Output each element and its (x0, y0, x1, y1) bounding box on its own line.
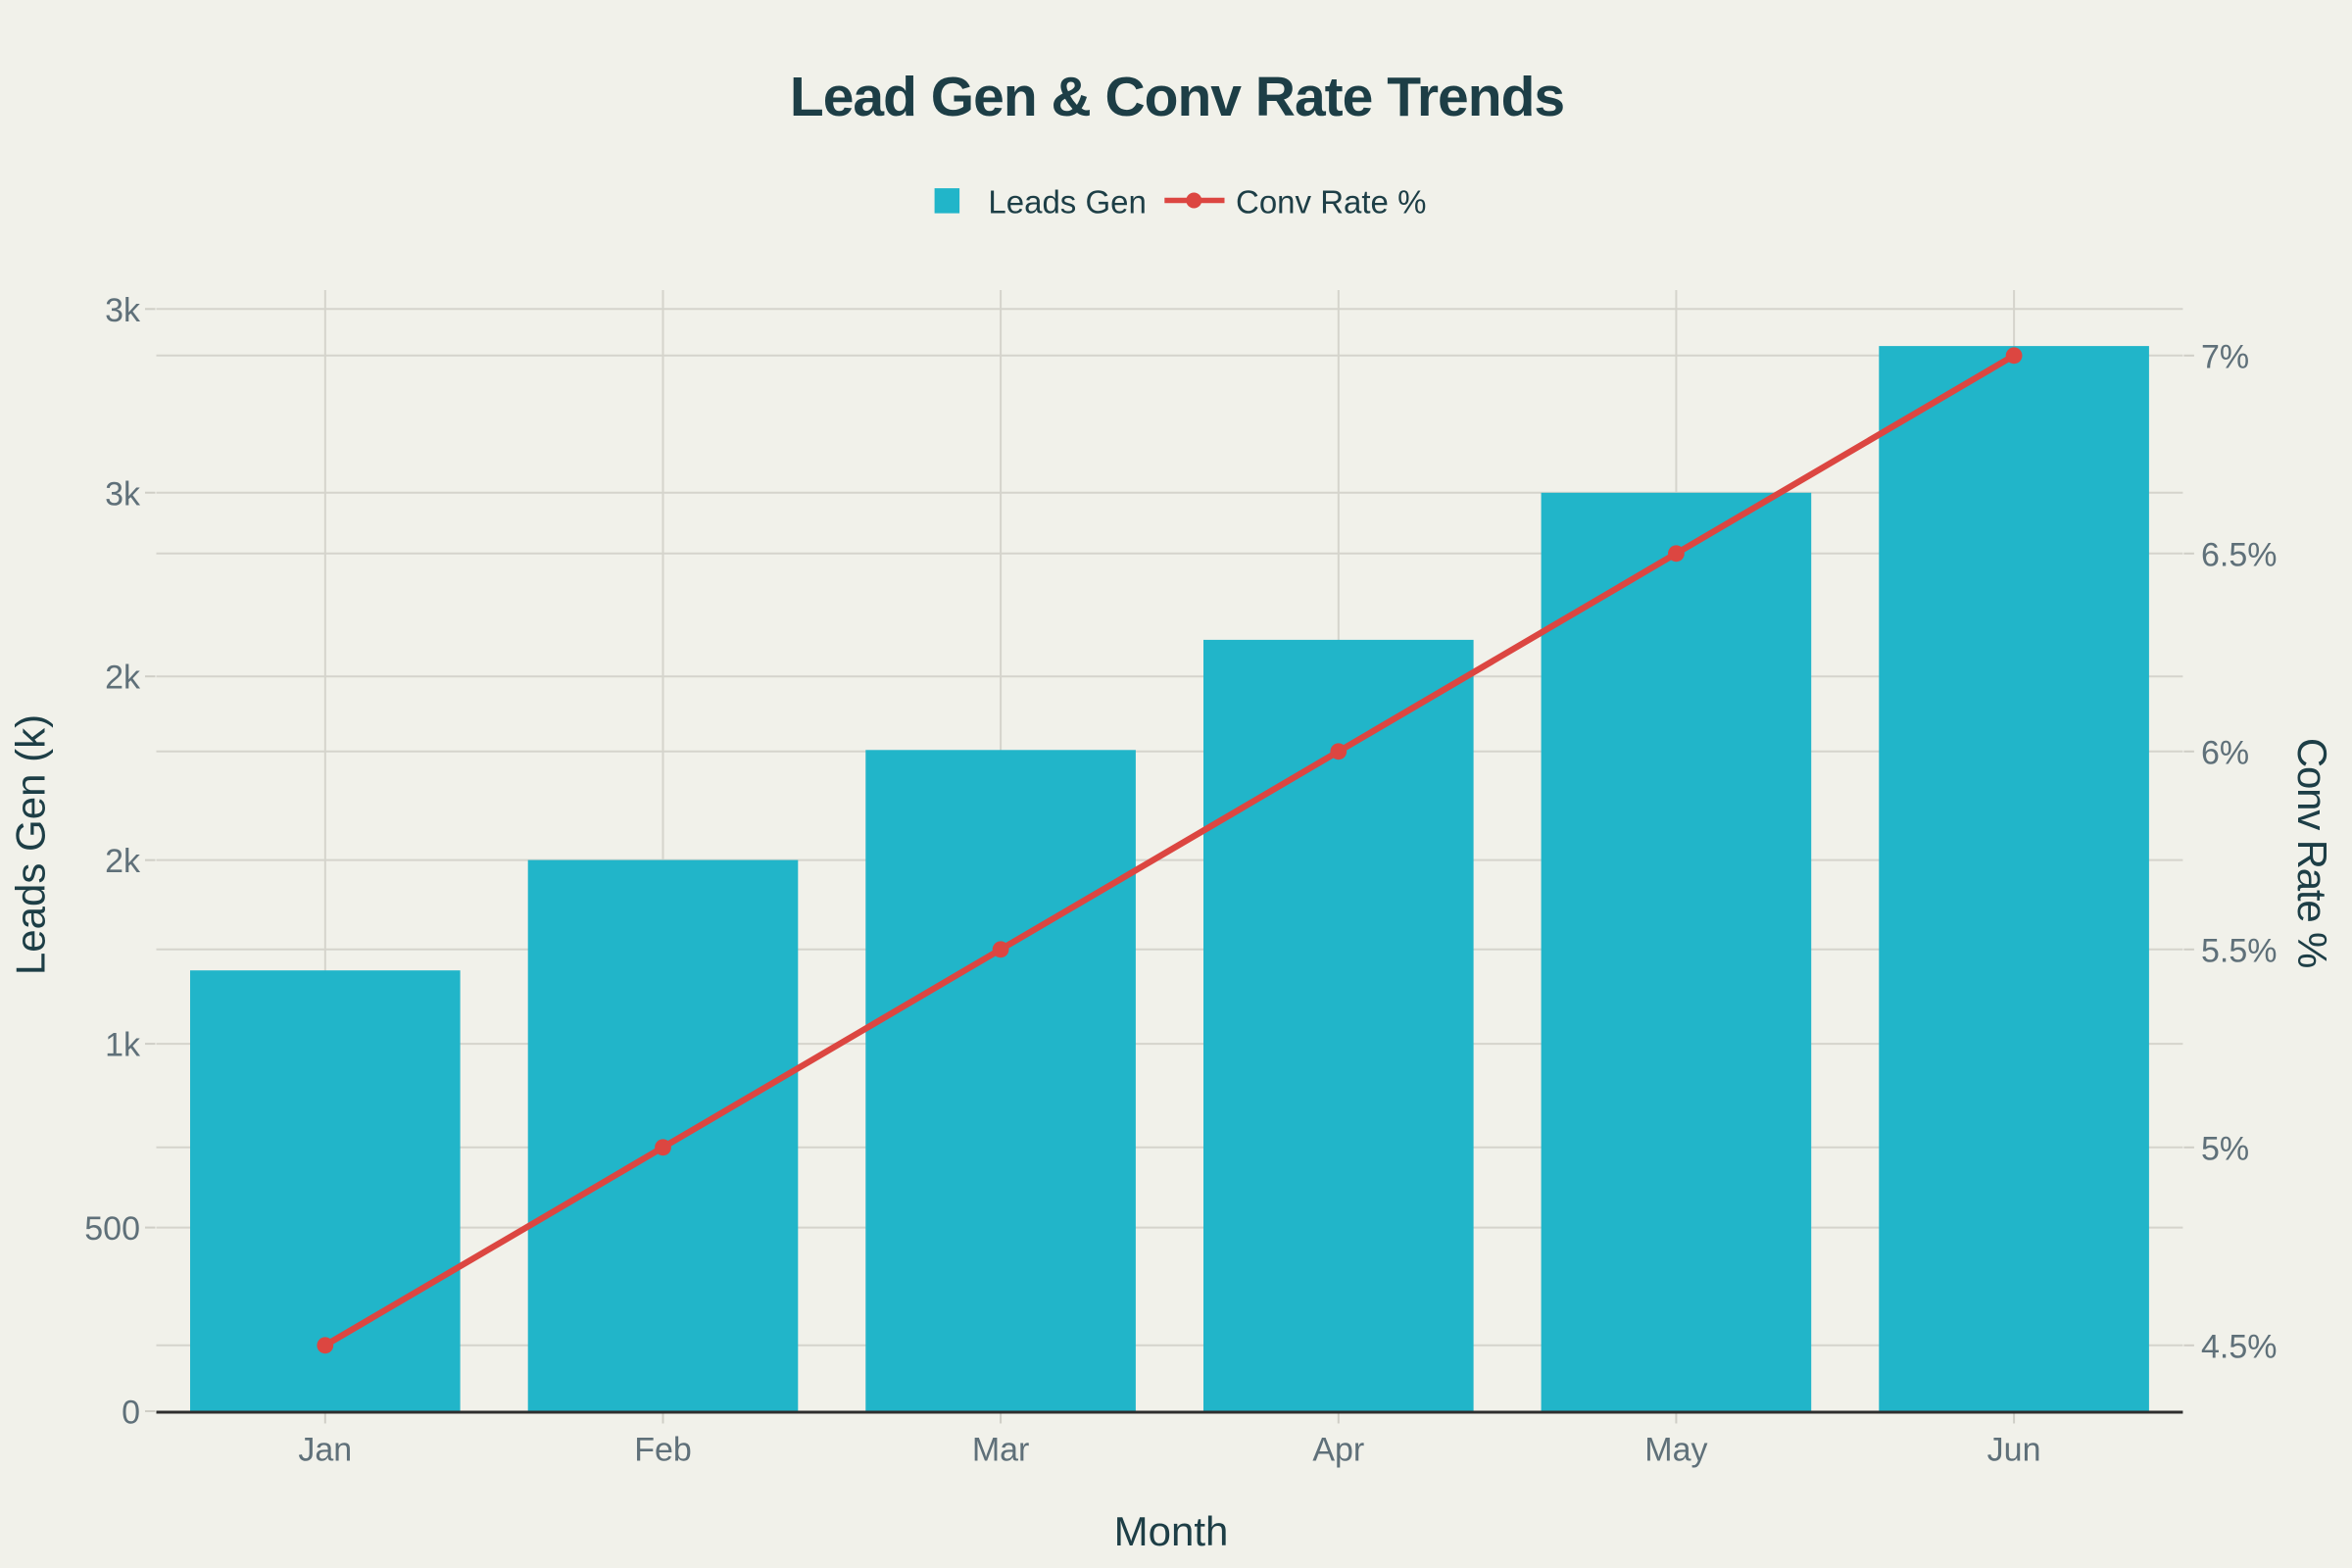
svg-text:4.5%: 4.5% (2201, 1328, 2278, 1365)
svg-text:5.5%: 5.5% (2201, 932, 2278, 969)
svg-text:6.5%: 6.5% (2201, 536, 2278, 573)
svg-text:May: May (1644, 1432, 1707, 1469)
svg-text:0: 0 (122, 1395, 140, 1432)
svg-text:500: 500 (84, 1210, 140, 1248)
svg-text:Conv Rate %: Conv Rate % (1236, 184, 1426, 220)
svg-text:Leads Gen: Leads Gen (988, 184, 1146, 220)
svg-text:2k: 2k (105, 843, 141, 880)
svg-text:5%: 5% (2201, 1130, 2249, 1167)
svg-text:6%: 6% (2201, 734, 2249, 771)
svg-text:3k: 3k (105, 475, 141, 513)
svg-text:Leads Gen (k): Leads Gen (k) (7, 714, 53, 975)
svg-text:7%: 7% (2201, 338, 2249, 375)
svg-text:Mar: Mar (972, 1432, 1030, 1469)
svg-text:Apr: Apr (1312, 1432, 1364, 1469)
svg-text:Jan: Jan (298, 1432, 352, 1469)
svg-text:Jun: Jun (1987, 1432, 2041, 1469)
svg-text:Conv Rate %: Conv Rate % (2289, 738, 2335, 967)
svg-text:1k: 1k (105, 1027, 141, 1064)
svg-text:Month: Month (1114, 1508, 1229, 1554)
svg-text:Lead Gen & Conv Rate Trends: Lead Gen & Conv Rate Trends (790, 66, 1564, 128)
svg-text:2k: 2k (105, 660, 141, 697)
svg-text:Feb: Feb (634, 1432, 692, 1469)
svg-text:3k: 3k (105, 292, 141, 329)
